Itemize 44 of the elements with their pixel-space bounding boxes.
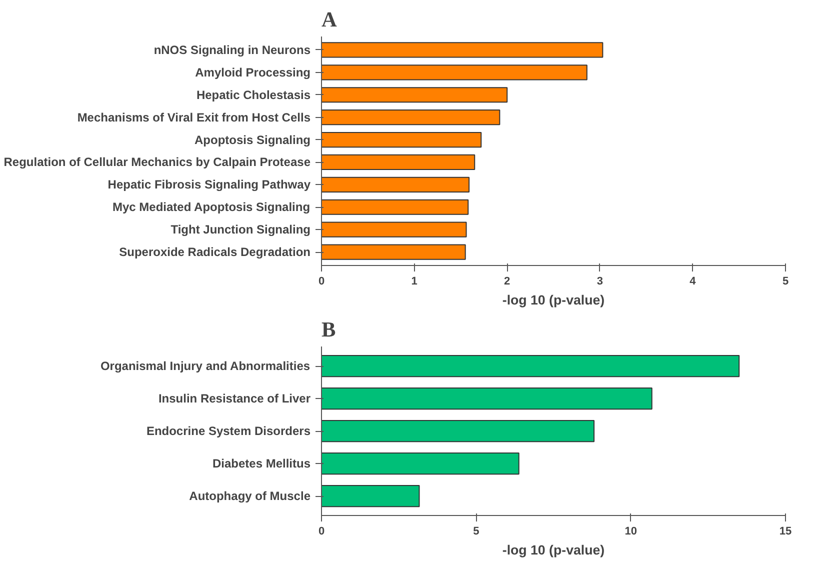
x-tick-label: 15 — [779, 526, 792, 538]
x-axis-title: -log 10 (p-value) — [502, 542, 605, 558]
y-tick-label: Apoptosis Signaling — [194, 132, 310, 147]
y-tick-label: Hepatic Fibrosis Signaling Pathway — [108, 178, 311, 192]
x-tick-label: 1 — [411, 276, 418, 288]
y-tick-label: Diabetes Mellitus — [212, 456, 311, 470]
y-tick-label: nNOS Signaling in Neurons — [154, 42, 311, 57]
y-tick-label: Hepatic Cholestasis — [196, 88, 311, 102]
x-tick-label: 2 — [504, 276, 510, 288]
y-tick-label: Amyloid Processing — [195, 65, 311, 80]
chart-title: B — [322, 318, 336, 342]
bar — [322, 154, 476, 170]
x-tick-label: 5 — [473, 526, 480, 538]
bar — [322, 64, 588, 80]
bar — [322, 176, 470, 192]
y-tick-label: Mechanisms of Viral Exit from Host Cells — [77, 110, 311, 124]
y-tick-label: Autophagy of Muscle — [189, 489, 311, 503]
y-tick-label: Superoxide Radicals Degradation — [119, 245, 311, 260]
chart-title: A — [322, 8, 338, 32]
x-tick-label: 0 — [318, 526, 325, 538]
bar — [322, 87, 508, 103]
bar — [322, 199, 469, 215]
x-axis-title: -log 10 (p-value) — [502, 292, 605, 308]
bar — [322, 387, 652, 410]
x-tick-label: 3 — [596, 276, 603, 288]
bar — [322, 244, 466, 260]
y-tick-label: Endocrine System Disorders — [146, 424, 311, 438]
y-tick-label: Tight Junction Signaling — [170, 222, 311, 237]
x-tick-label: 5 — [782, 276, 789, 288]
bar — [322, 132, 482, 148]
x-tick-label: 0 — [318, 276, 325, 288]
bar — [322, 452, 520, 475]
y-tick-label: Insulin Resistance of Liver — [158, 392, 311, 406]
x-tick-label: 10 — [624, 526, 637, 538]
bar — [322, 484, 420, 508]
bar — [322, 42, 604, 58]
y-tick-label: Myc Mediated Apoptosis Signaling — [112, 200, 310, 214]
bar — [322, 420, 595, 442]
x-tick-label: 4 — [690, 276, 697, 288]
bar — [322, 222, 467, 238]
bar — [322, 110, 500, 126]
bar — [322, 354, 740, 378]
y-tick-label: Organismal Injury and Abnormalities — [100, 359, 310, 373]
y-tick-label: Regulation of Cellular Mechanics by Calpain Protease — [4, 155, 311, 170]
